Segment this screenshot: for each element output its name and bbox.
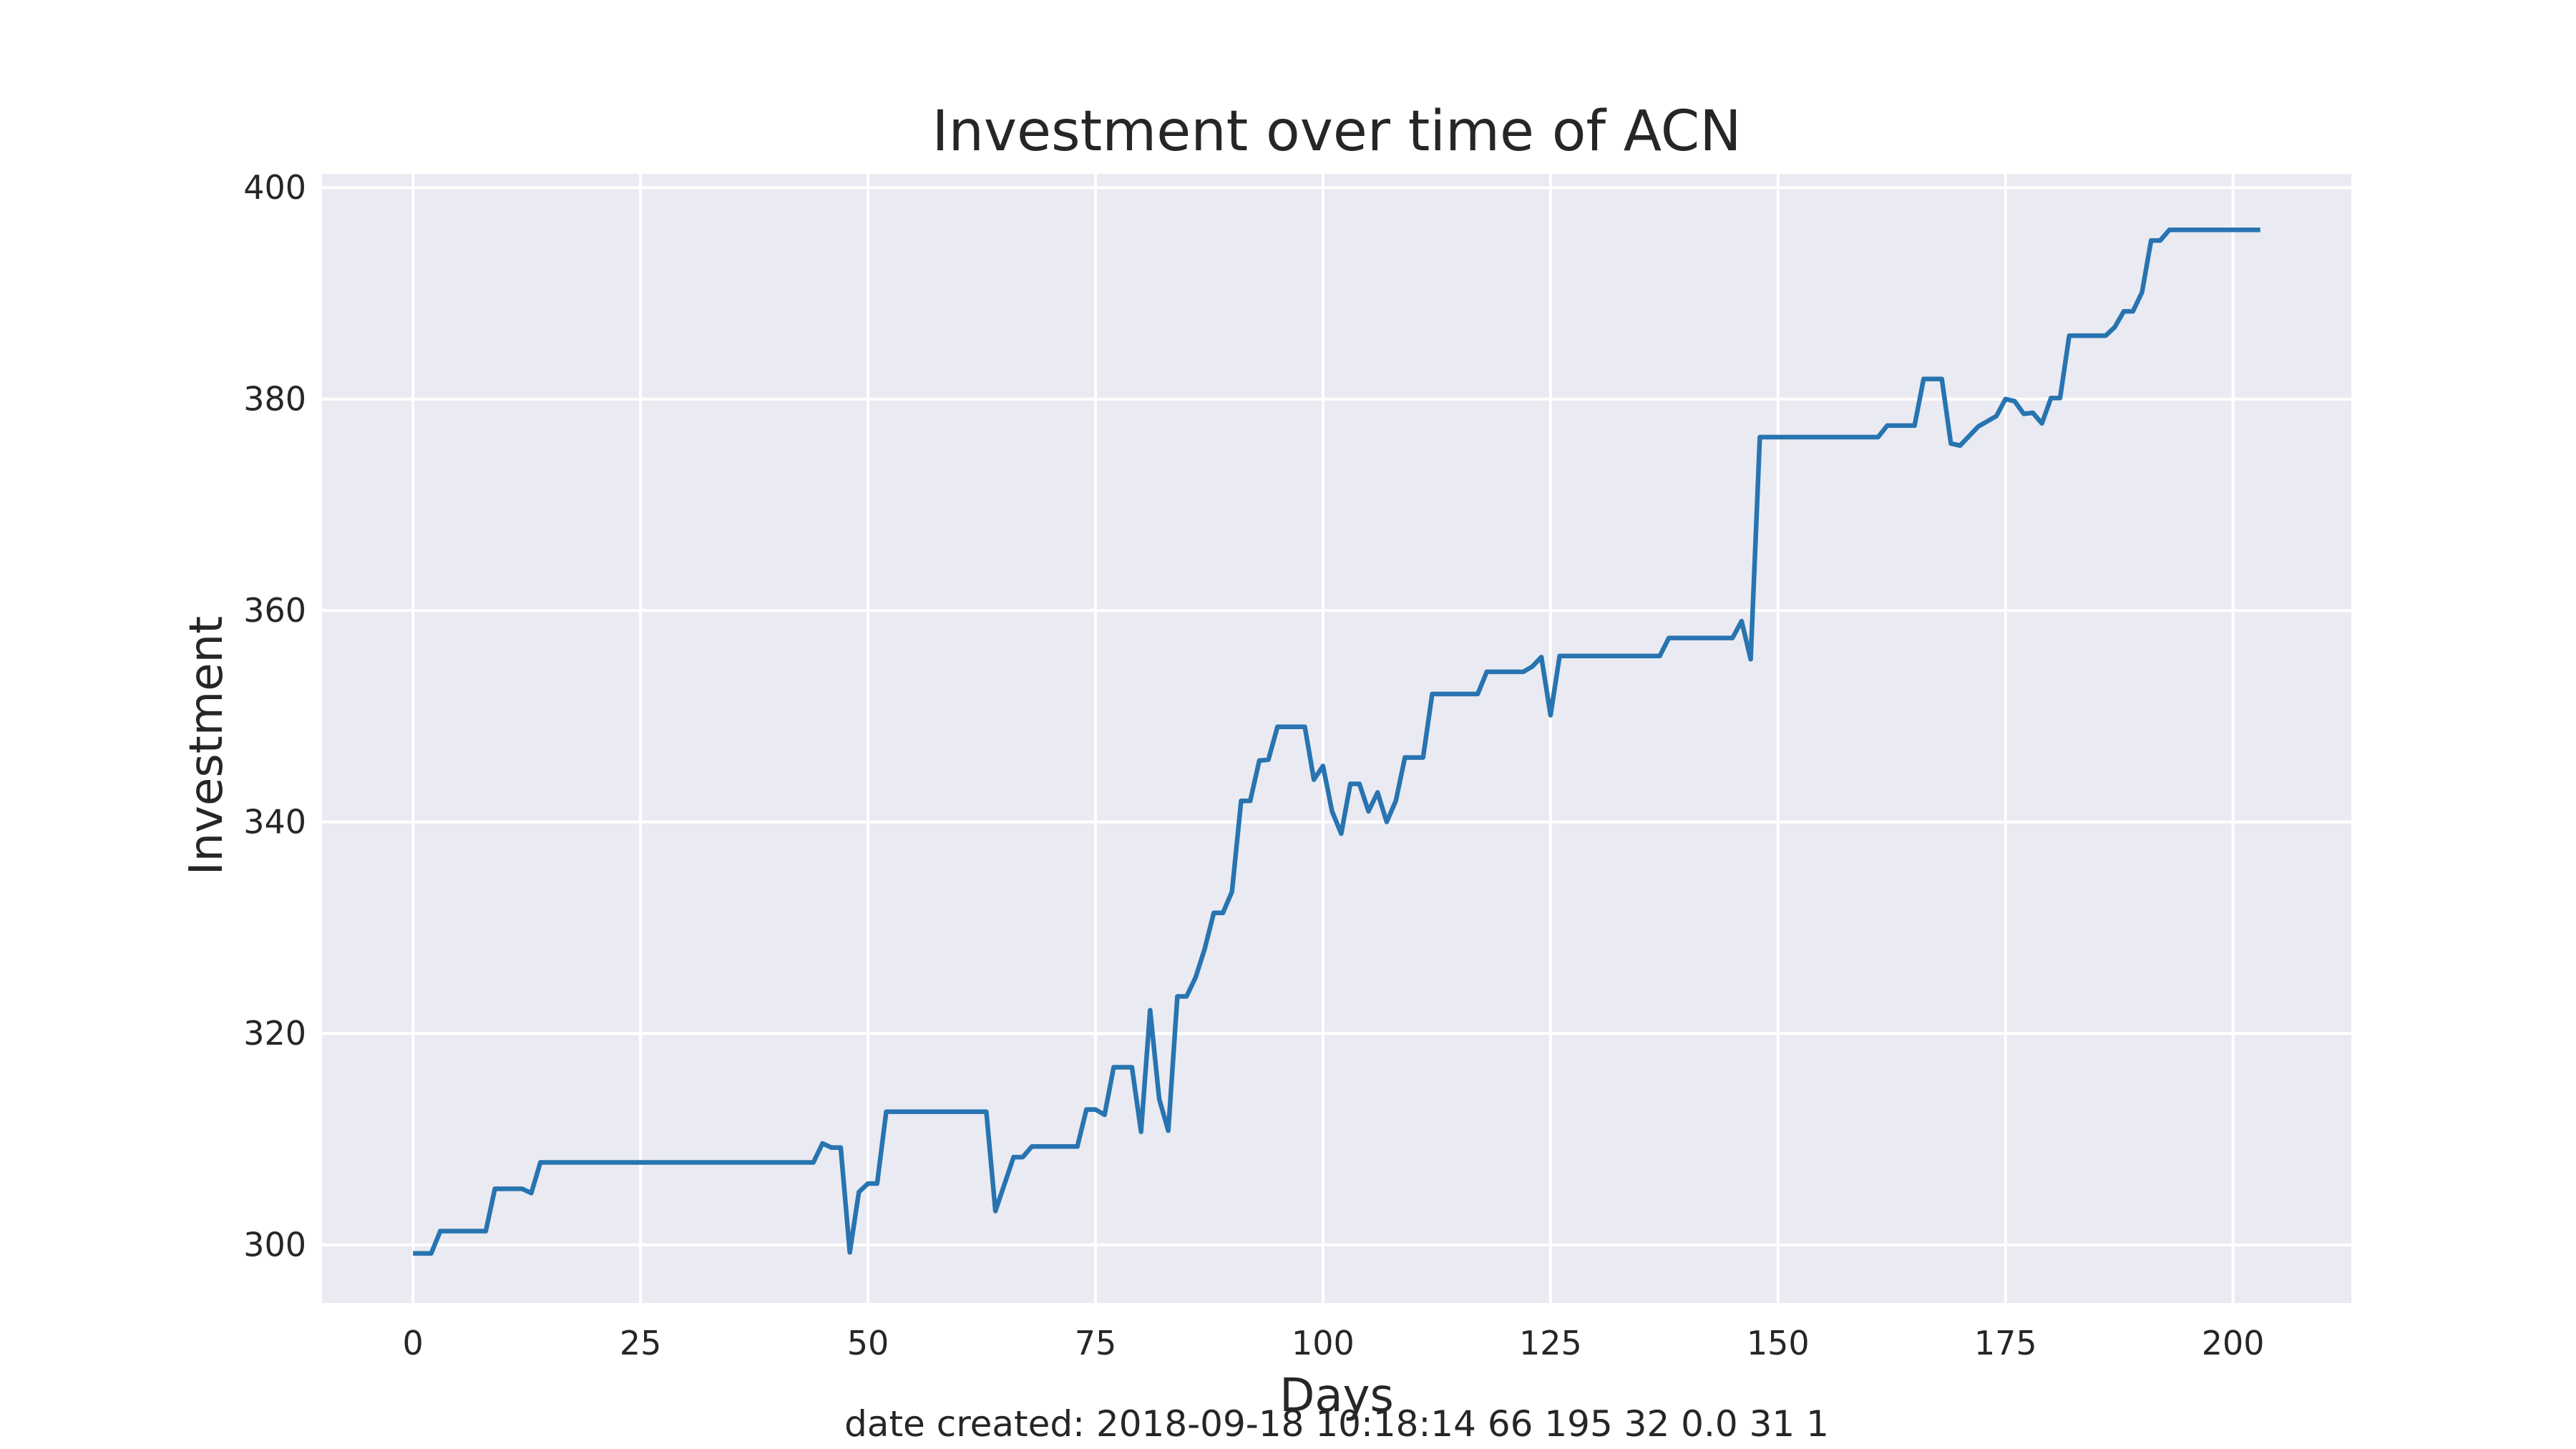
date-created-caption: date created: 2018-09-18 10:18:14 66 195… [844,1403,1829,1445]
y-axis-label: Investment [180,616,233,876]
y-tick-label: 400 [243,168,306,207]
chart-title: Investment over time of ACN [932,99,1741,164]
y-tick-label: 340 [243,803,306,841]
y-tick-label: 380 [243,380,306,419]
plot-area [322,174,2351,1303]
x-tick-label: 50 [847,1324,889,1362]
x-tick-label: 200 [2202,1324,2265,1362]
x-tick-label: 175 [1974,1324,2037,1362]
x-tick-label: 25 [620,1324,662,1362]
x-tick-label: 150 [1747,1324,1810,1362]
y-tick-label: 360 [243,591,306,630]
y-tick-label: 320 [243,1014,306,1053]
tick-labels: 0 25 50 75 100 125 150 175 200 300 320 340 360 380 400 [243,168,2264,1362]
x-tick-label: 75 [1075,1324,1117,1362]
x-tick-label: 100 [1292,1324,1355,1362]
y-tick-label: 300 [243,1226,306,1264]
investment-series-line [413,228,2260,1256]
series-layer [413,228,2260,1256]
x-axis-label: Days [1279,1370,1394,1423]
x-tick-label: 0 [403,1324,424,1362]
x-tick-label: 125 [1519,1324,1582,1362]
